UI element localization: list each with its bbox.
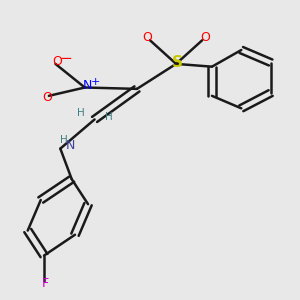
Text: O: O bbox=[42, 91, 52, 104]
Text: −: − bbox=[60, 51, 73, 66]
Text: O: O bbox=[200, 31, 210, 44]
Text: H: H bbox=[60, 135, 68, 145]
Text: H: H bbox=[77, 107, 85, 118]
Text: O: O bbox=[142, 31, 152, 44]
Text: N: N bbox=[66, 139, 75, 152]
Text: N: N bbox=[83, 79, 92, 92]
Text: +: + bbox=[91, 77, 100, 87]
Text: O: O bbox=[52, 55, 62, 68]
Text: H: H bbox=[105, 112, 113, 122]
Text: S: S bbox=[172, 55, 183, 70]
Text: F: F bbox=[42, 277, 49, 290]
